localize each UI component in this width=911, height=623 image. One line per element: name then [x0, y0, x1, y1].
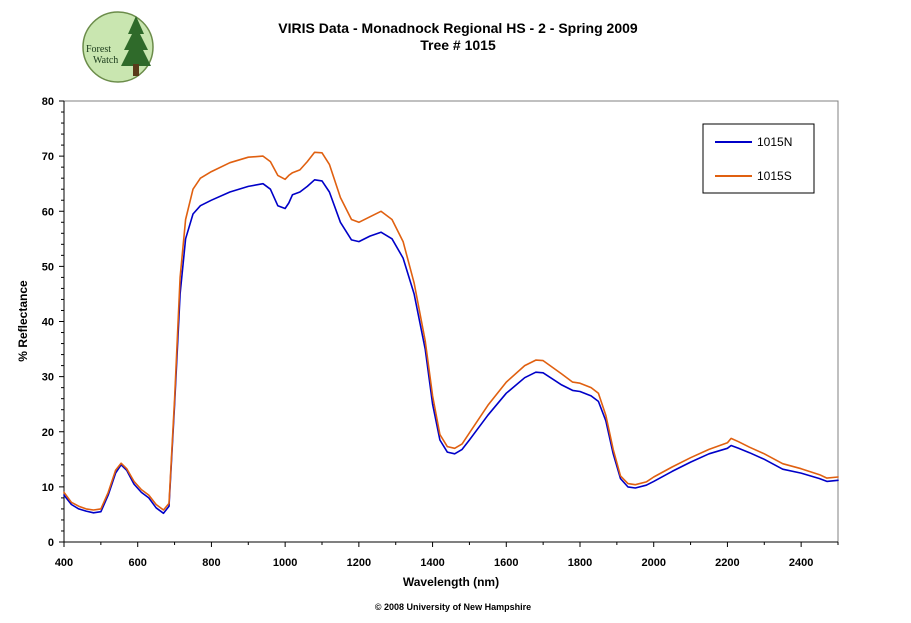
series-lines [63, 151, 839, 515]
forest-watch-logo: Forest Watch [82, 11, 154, 83]
y-tick-label: 50 [42, 261, 54, 273]
y-axis [59, 100, 65, 543]
logo-tree-icon [121, 16, 151, 66]
legend-label-1015s: 1015S [757, 169, 792, 183]
x-tick-label: 800 [202, 557, 220, 569]
x-tick-label: 2000 [641, 557, 665, 569]
x-tick-label: 600 [129, 557, 147, 569]
x-tick-label: 1200 [347, 557, 371, 569]
logo-text-line2: Watch [93, 55, 118, 66]
copyright-notice: © 2008 University of New Hampshire [375, 602, 531, 612]
x-axis [63, 541, 839, 547]
y-axis-label: % Reflectance [16, 280, 30, 362]
y-tick-label: 70 [42, 151, 54, 163]
chart-title: VIRIS Data - Monadnock Regional HS - 2 -… [278, 20, 638, 36]
x-tick-label: 1800 [568, 557, 592, 569]
chart-subtitle: Tree # 1015 [420, 37, 496, 53]
x-tick-label: 400 [55, 557, 73, 569]
legend: 1015N 1015S [702, 123, 815, 194]
y-tick-label: 60 [42, 206, 54, 218]
y-tick-label: 20 [42, 427, 54, 439]
y-tick-label: 30 [42, 372, 54, 384]
x-tick-label: 1400 [420, 557, 444, 569]
y-tick-label: 40 [42, 317, 54, 329]
x-tick-label: 1600 [494, 557, 518, 569]
x-axis-label: Wavelength (nm) [403, 575, 499, 589]
y-tick-labels: 0 10 20 30 40 50 60 70 80 [42, 96, 54, 549]
series-line-1015n [63, 179, 839, 515]
y-tick-label: 0 [48, 537, 54, 549]
x-tick-labels: 400 600 800 1000 1200 1400 1600 1800 2000 2200 240… [55, 557, 814, 569]
y-tick-label: 80 [42, 96, 54, 108]
x-tick-label: 1000 [273, 557, 297, 569]
logo-tree-trunk-icon [133, 64, 139, 76]
y-tick-label: 10 [42, 482, 54, 494]
x-tick-label: 2400 [789, 557, 813, 569]
x-tick-label: 2200 [715, 557, 739, 569]
legend-label-1015n: 1015N [757, 135, 792, 149]
logo-text-line1: Forest [86, 44, 111, 55]
series-line-1015s [63, 151, 839, 511]
legend-box [702, 123, 815, 194]
